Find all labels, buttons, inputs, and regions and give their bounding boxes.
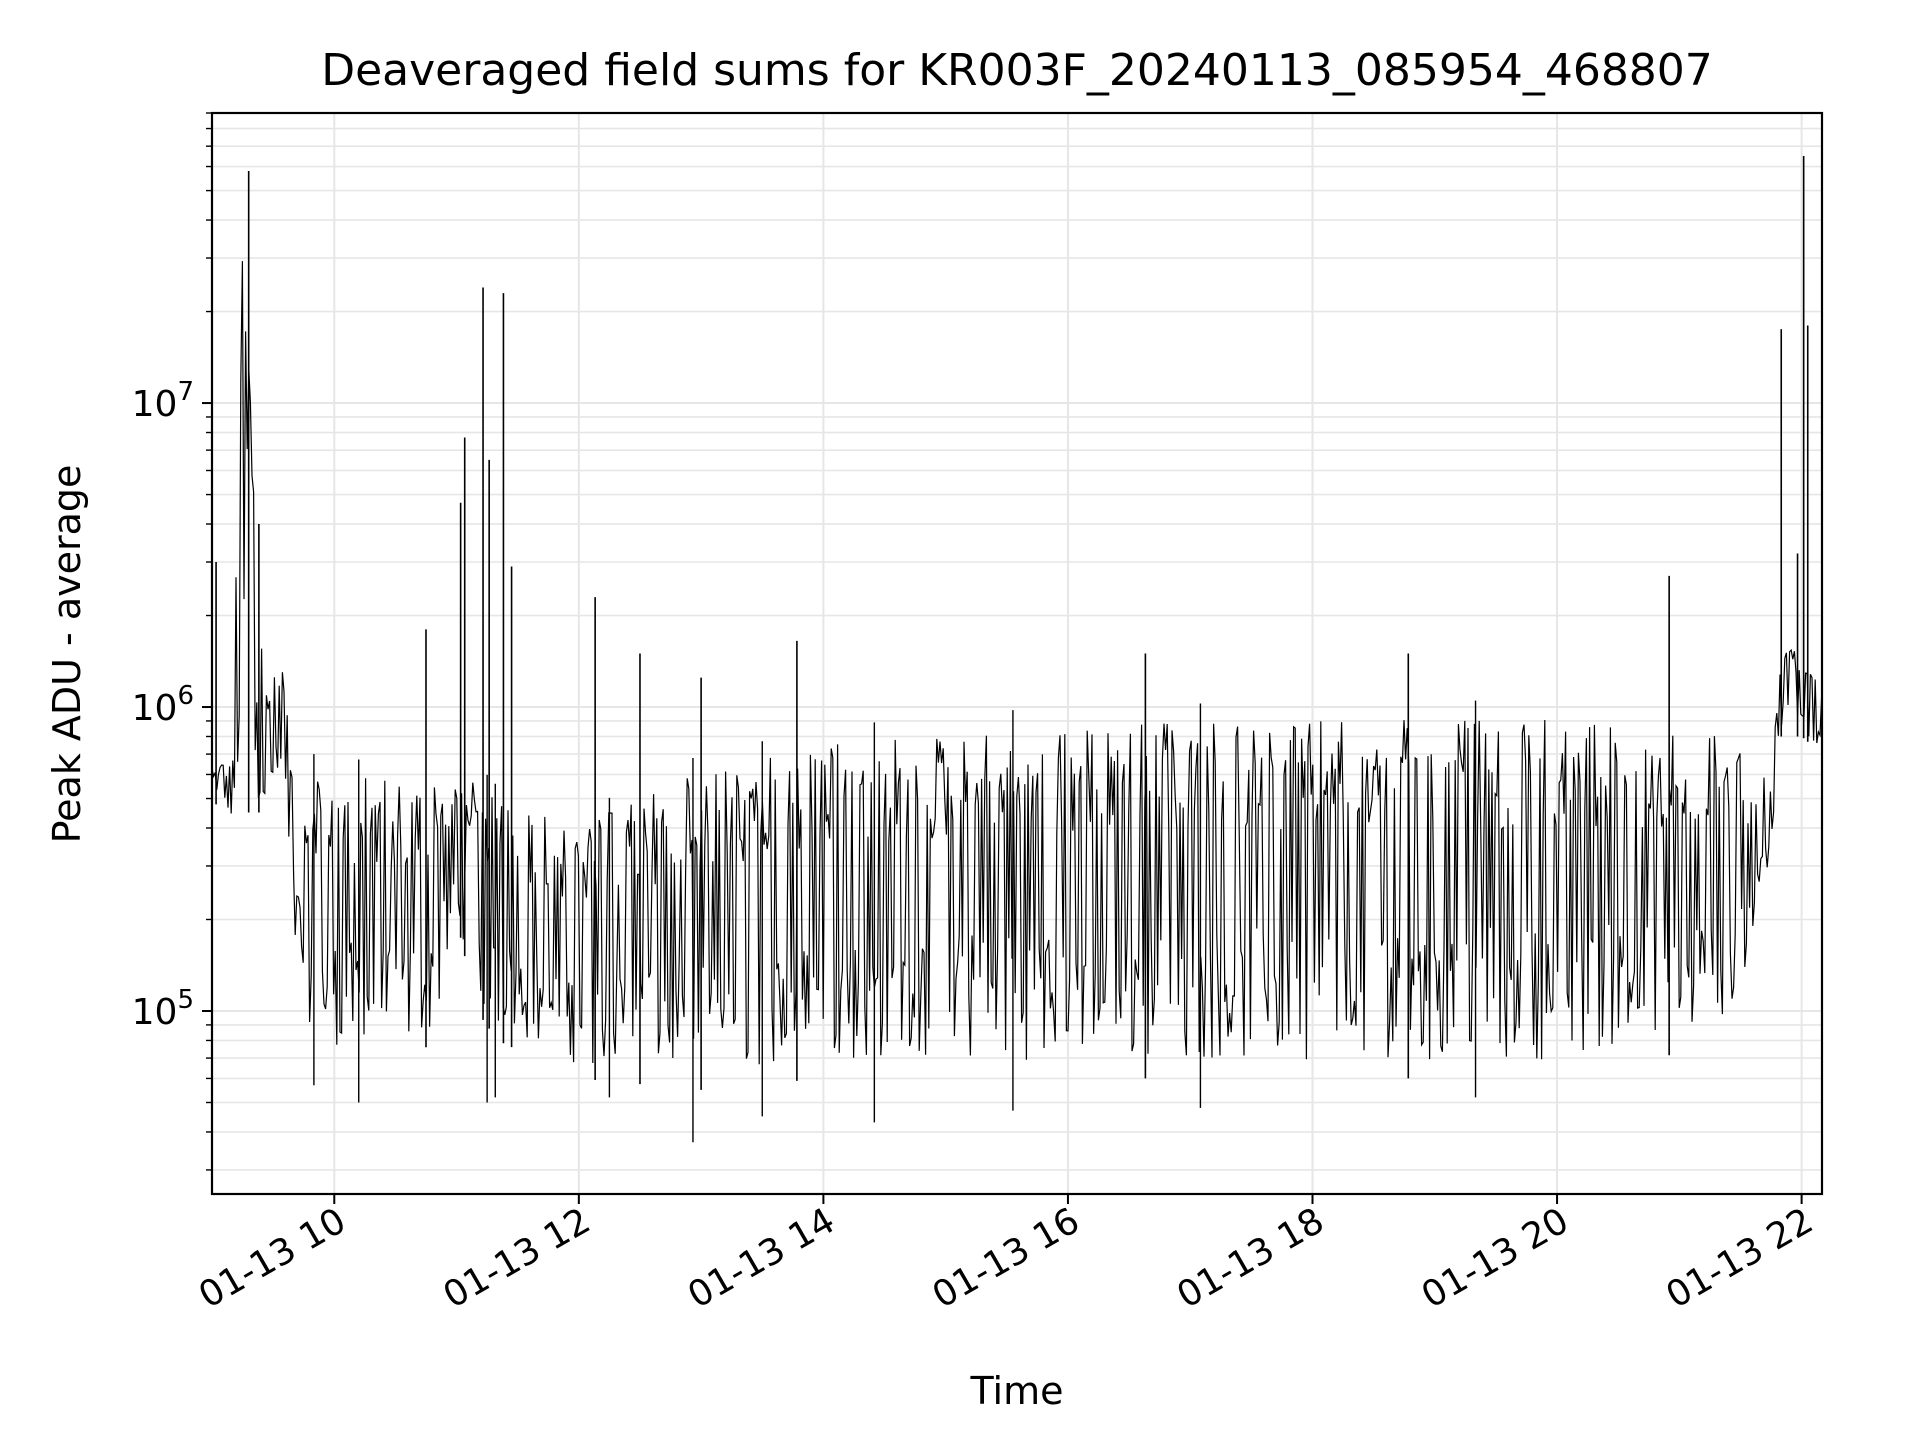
y-tick-label: 106 (132, 681, 194, 729)
y-tick-label-base: 10 (132, 384, 178, 425)
y-tick-label-exponent: 7 (177, 377, 194, 407)
y-tick-label-base: 10 (132, 688, 178, 729)
series-trace (211, 261, 1823, 1065)
series-line (211, 155, 1823, 1143)
y-tick-label: 105 (132, 985, 194, 1033)
plot-area-frame (210, 111, 1824, 1196)
chart-title: Deaveraged field sums for KR003F_2024011… (321, 45, 1713, 96)
y-axis-label: Peak ADU - average (45, 465, 89, 844)
y-tick-label: 107 (132, 377, 194, 425)
grid-lines (202, 112, 1822, 1194)
y-tick-label-exponent: 6 (177, 681, 194, 711)
y-tick-label-base: 10 (132, 992, 178, 1033)
x-axis-label: Time (970, 1369, 1064, 1413)
y-tick-label-exponent: 5 (177, 985, 194, 1015)
